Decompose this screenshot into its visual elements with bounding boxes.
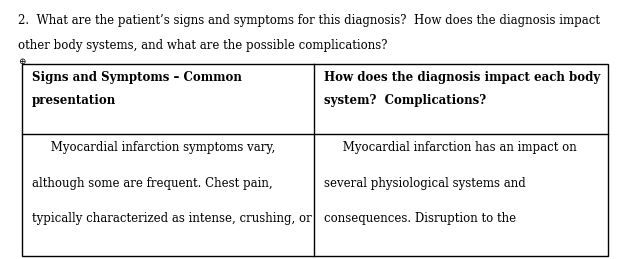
Text: presentation: presentation bbox=[32, 94, 116, 107]
Text: although some are frequent. Chest pain,: although some are frequent. Chest pain, bbox=[32, 177, 272, 190]
Text: Myocardial infarction symptoms vary,: Myocardial infarction symptoms vary, bbox=[32, 141, 275, 154]
Text: other body systems, and what are the possible complications?: other body systems, and what are the pos… bbox=[18, 39, 387, 52]
Text: Signs and Symptoms – Common: Signs and Symptoms – Common bbox=[32, 71, 242, 84]
Bar bbox=[22, 64, 608, 256]
Text: How does the diagnosis impact each body: How does the diagnosis impact each body bbox=[324, 71, 600, 84]
Text: consequences. Disruption to the: consequences. Disruption to the bbox=[324, 212, 516, 225]
Text: system?  Complications?: system? Complications? bbox=[324, 94, 486, 107]
Text: Myocardial infarction has an impact on: Myocardial infarction has an impact on bbox=[324, 141, 577, 154]
Text: ⊕: ⊕ bbox=[18, 57, 25, 66]
Text: several physiological systems and: several physiological systems and bbox=[324, 177, 526, 190]
Text: 2.  What are the patient’s signs and symptoms for this diagnosis?  How does the : 2. What are the patient’s signs and symp… bbox=[18, 14, 600, 27]
Text: typically characterized as intense, crushing, or: typically characterized as intense, crus… bbox=[32, 212, 312, 225]
